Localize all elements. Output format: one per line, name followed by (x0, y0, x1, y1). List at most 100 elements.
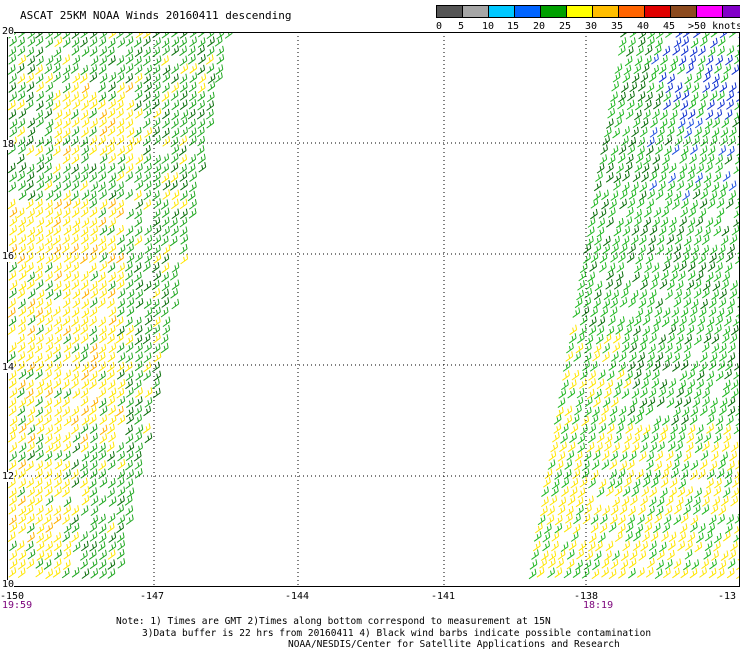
wind-barb (108, 108, 115, 118)
wind-barb (638, 91, 645, 101)
wind-barb (696, 425, 703, 435)
wind-barb (73, 298, 80, 308)
wind-barb (8, 298, 15, 308)
wind-barb (712, 290, 719, 300)
wind-barb (107, 442, 114, 452)
wind-barb (28, 549, 35, 559)
wind-barb (126, 515, 133, 525)
wind-barb (576, 505, 583, 515)
wind-barb (55, 459, 62, 469)
wind-barb (143, 334, 150, 344)
legend-label: 10 (482, 21, 494, 32)
wind-barb (730, 541, 737, 551)
wind-barb (628, 506, 635, 516)
wind-barb (10, 550, 17, 560)
wind-barb (677, 64, 684, 74)
wind-barb (623, 73, 630, 83)
wind-barb (63, 307, 70, 317)
wind-barb (590, 361, 597, 371)
wind-barb (721, 452, 728, 462)
wind-barb (134, 380, 141, 390)
wind-barb (64, 271, 71, 281)
wind-barb (616, 163, 623, 173)
wind-barb (652, 263, 659, 273)
wind-barb (657, 397, 664, 407)
wind-barb (628, 37, 635, 47)
wind-barb (63, 163, 70, 173)
wind-barb (695, 443, 702, 453)
wind-barb (645, 92, 652, 102)
wind-barb (73, 443, 80, 453)
wind-barb (675, 398, 682, 408)
wind-map[interactable] (7, 32, 740, 587)
wind-barb (695, 434, 702, 444)
wind-barb (36, 307, 43, 317)
wind-barb (584, 343, 591, 353)
wind-barb (646, 405, 653, 415)
wind-barb (667, 398, 674, 408)
wind-barb (118, 558, 125, 568)
wind-barb (100, 199, 107, 209)
wind-barb (145, 433, 152, 443)
wind-barb (26, 505, 33, 515)
wind-barb (710, 191, 717, 201)
wind-barb (135, 65, 142, 75)
wind-barb (162, 154, 169, 164)
wind-barb (730, 451, 737, 461)
wind-barb (589, 424, 596, 434)
wind-barb (10, 262, 17, 272)
wind-barb (722, 226, 729, 236)
wind-barb (90, 443, 97, 453)
wind-barb (602, 451, 609, 461)
wind-barb (604, 127, 611, 137)
wind-barb (172, 299, 179, 309)
wind-barb (161, 272, 168, 282)
wind-barb (63, 281, 70, 291)
wind-barb (615, 379, 622, 389)
wind-barb (692, 136, 699, 146)
wind-barb (72, 478, 79, 488)
wind-barb (717, 91, 724, 101)
wind-barb (623, 226, 630, 236)
wind-barb (601, 405, 608, 415)
wind-barb (109, 415, 116, 425)
wind-barb (584, 353, 591, 363)
wind-barb (10, 216, 17, 226)
wind-barb (599, 414, 606, 424)
wind-barb (649, 497, 656, 507)
wind-barb (543, 532, 550, 542)
wind-barb (126, 325, 133, 335)
wind-barb (27, 47, 34, 57)
wind-barb (608, 316, 615, 326)
wind-barb (728, 136, 735, 146)
wind-barb (676, 280, 683, 290)
wind-barb (37, 253, 44, 263)
wind-barb (54, 378, 61, 388)
wind-barb (35, 396, 42, 406)
wind-barb (44, 479, 51, 489)
wind-barb (37, 379, 44, 389)
wind-barb (649, 549, 656, 559)
wind-barb (673, 45, 680, 55)
wind-barb (709, 298, 716, 308)
wind-barb (19, 281, 26, 291)
wind-barb (674, 559, 681, 569)
wind-barb (665, 245, 672, 255)
wind-barb (643, 425, 650, 435)
wind-barb (172, 37, 179, 47)
wind-barb (674, 515, 681, 525)
wind-barb (687, 325, 694, 335)
wind-barb (644, 263, 651, 273)
wind-barb (171, 199, 178, 209)
wind-barb (640, 335, 647, 345)
wind-barb (108, 380, 115, 390)
wind-barb (656, 298, 663, 308)
wind-barb (722, 441, 729, 451)
wind-barb (702, 342, 709, 352)
wind-barb (109, 218, 116, 228)
wind-barb (618, 415, 625, 425)
wind-barb (36, 234, 43, 244)
wind-barb (684, 236, 691, 246)
wind-barb (127, 100, 134, 110)
wind-barb (28, 325, 35, 335)
